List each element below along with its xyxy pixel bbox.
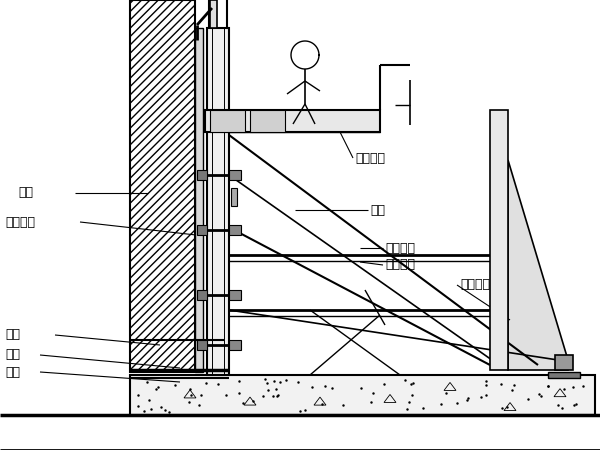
Bar	[229, 170, 241, 180]
Text: 单侧支架: 单侧支架	[385, 242, 415, 255]
Bar	[205, 110, 380, 132]
Bar	[197, 225, 207, 235]
Bar	[197, 290, 207, 300]
Bar	[555, 355, 573, 370]
Bar	[210, 0, 217, 28]
Bar	[229, 225, 241, 235]
Bar	[229, 290, 241, 300]
Polygon shape	[508, 160, 568, 370]
Bar	[197, 170, 207, 180]
Bar	[210, 110, 245, 132]
Bar	[197, 340, 207, 350]
Bar	[195, 28, 203, 372]
Bar	[130, 0, 195, 372]
Bar	[548, 372, 580, 378]
Bar	[229, 340, 241, 350]
Text: 调节丝杆: 调节丝杆	[460, 279, 490, 292]
Bar	[231, 188, 237, 206]
Bar	[250, 110, 285, 132]
Bar	[130, 375, 595, 415]
Text: 底板: 底板	[5, 348, 20, 361]
Text: 埋件系统: 埋件系统	[385, 258, 415, 271]
Text: 操作平台: 操作平台	[355, 152, 385, 165]
Bar	[207, 28, 229, 375]
Text: 墙体: 墙体	[18, 186, 33, 199]
Text: 模板: 模板	[370, 203, 385, 216]
Text: 导墙: 导墙	[5, 328, 20, 342]
Text: 防水保护: 防水保护	[5, 216, 35, 229]
Text: 垫层: 垫层	[5, 365, 20, 378]
Bar	[490, 110, 508, 370]
